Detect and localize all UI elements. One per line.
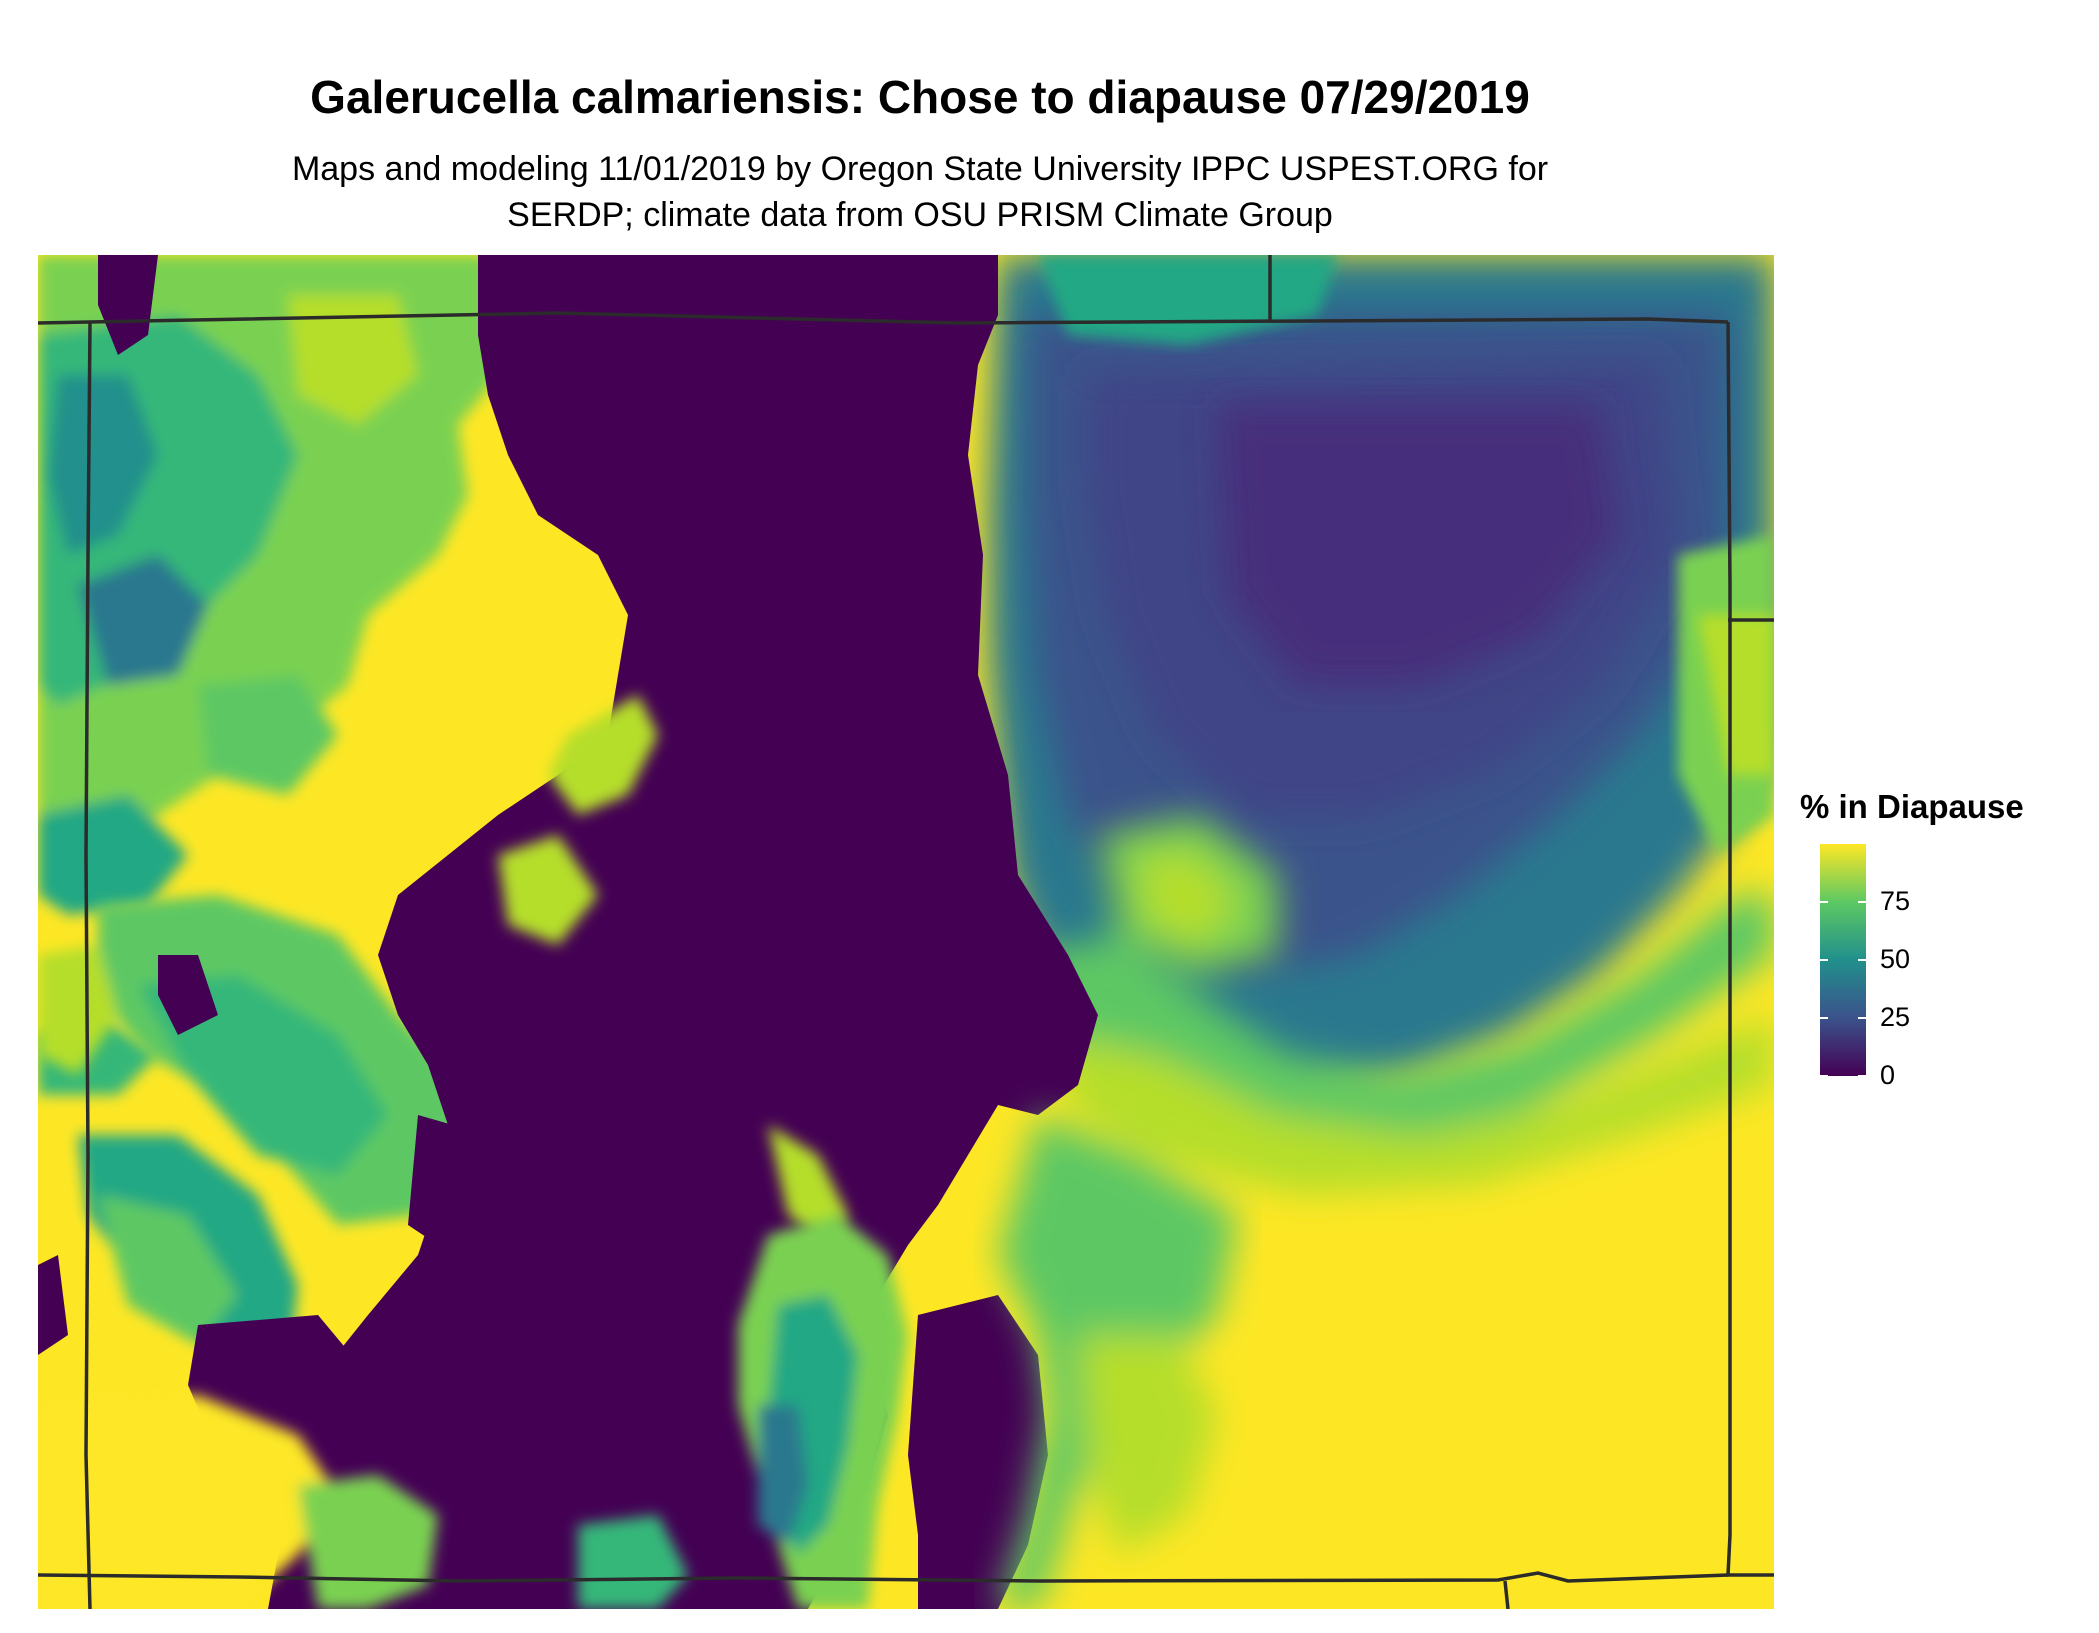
legend-title: % in Diapause <box>1800 788 2024 825</box>
northwest-mountain-region <box>38 255 508 1095</box>
legend-tick-label: 75 <box>1880 886 1911 916</box>
figure-subtitle-line1: Maps and modeling 11/01/2019 by Oregon S… <box>291 150 1549 188</box>
central-valley-highlights <box>498 695 848 1245</box>
colorbar <box>1820 844 1866 1076</box>
state-boundaries <box>38 255 1774 1609</box>
south-central-basin <box>738 1215 908 1609</box>
figure-title: Galerucella calmariensis: Chose to diapa… <box>310 71 1530 123</box>
south-central-ridge <box>908 1295 1048 1609</box>
legend-tick-label: 50 <box>1880 944 1911 974</box>
southwest-lowlands <box>38 1395 688 1609</box>
legend-tick-label: 0 <box>1880 1060 1896 1090</box>
figure-subtitle-line2: SERDP; climate data from OSU PRISM Clima… <box>507 196 1333 234</box>
southeast-plains-region <box>998 1115 1238 1609</box>
legend-tick-label: 25 <box>1880 1002 1911 1032</box>
map-panel <box>38 255 1774 1609</box>
diapause-heatmap <box>38 255 1774 1609</box>
legend: % in Diapause 0 25 50 75 <box>1800 780 2090 1100</box>
east-central-transition <box>1038 815 1774 1195</box>
